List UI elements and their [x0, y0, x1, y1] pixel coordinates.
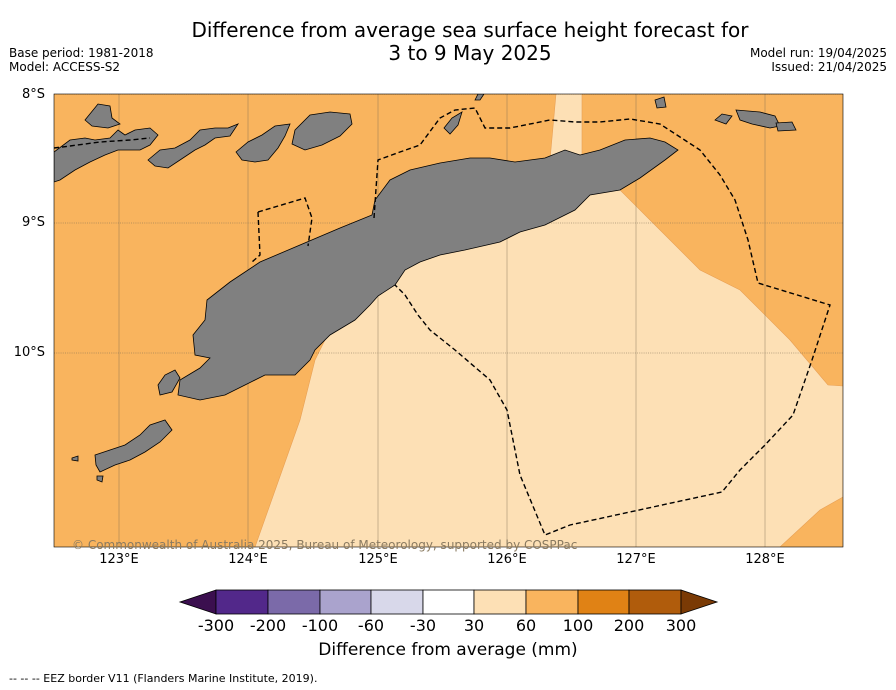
lon-label-127e: 127°E	[616, 552, 656, 567]
colorbar-tick: 100	[562, 616, 594, 635]
issued-date: Issued: 21/04/2025	[771, 60, 887, 74]
title-line-1: Difference from average sea surface heig…	[191, 18, 749, 42]
timor-island	[177, 137, 679, 401]
colorbar-tick: -30	[409, 616, 437, 635]
colorbar	[178, 589, 719, 615]
small-islet	[96, 475, 104, 483]
wetar-west-islet	[443, 111, 463, 135]
wetar-islet	[474, 94, 485, 101]
lat-label-9s: 9°S	[21, 215, 45, 230]
colorbar-swatch-over	[680, 589, 719, 615]
alor-island	[291, 111, 353, 151]
colorbar-tick: 200	[613, 616, 645, 635]
lakor-islet	[775, 121, 797, 132]
colorbar-swatch-under	[178, 589, 217, 615]
leti-islet	[714, 113, 733, 125]
semau-island	[157, 369, 181, 396]
meta-right: Model run: 19/04/2025 Issued: 21/04/2025	[750, 46, 887, 74]
kisar-islet	[654, 96, 667, 109]
colorbar-swatch-2	[267, 589, 321, 615]
colorbar-tick: -300	[197, 616, 235, 635]
lon-label-125e: 125°E	[358, 552, 398, 567]
eez-border	[54, 107, 831, 536]
ndao-islet	[71, 455, 79, 462]
flores-north-islet	[84, 103, 121, 129]
adonara-island	[147, 123, 240, 169]
colorbar-tick: 300	[665, 616, 697, 635]
colorbar-swatch-1	[215, 589, 269, 615]
colorbar-tick: -100	[301, 616, 339, 635]
colorbar-swatch-9	[628, 589, 682, 615]
rote-island	[94, 419, 173, 473]
map-frame	[53, 93, 844, 548]
lon-label-124e: 124°E	[228, 552, 268, 567]
moa-island	[735, 109, 781, 129]
copyright-notice: © Commonwealth of Australia 2025, Bureau…	[72, 538, 578, 552]
lembata-island	[235, 123, 291, 163]
colorbar-tick: 60	[515, 616, 537, 635]
colorbar-swatch-5	[422, 589, 475, 615]
model-name: Model: ACCESS-S2	[9, 60, 121, 74]
colorbar-tick: -60	[357, 616, 385, 635]
flores-island	[54, 127, 159, 183]
base-period: Base period: 1981-2018	[9, 46, 154, 60]
lon-label-128e: 128°E	[745, 552, 785, 567]
colorbar-swatch-3	[319, 589, 372, 615]
title-line-2: 3 to 9 May 2025	[388, 41, 552, 65]
colorbar-swatch-4	[370, 589, 424, 615]
meta-left: Base period: 1981-2018 Model: ACCESS-S2	[9, 46, 154, 74]
lon-label-123e: 123°E	[99, 552, 139, 567]
land-masses	[54, 94, 797, 483]
map-area	[54, 94, 843, 547]
lon-label-126e: 126°E	[487, 552, 527, 567]
lat-label-8s: 8°S	[21, 87, 45, 102]
lat-label-10s: 10°S	[13, 345, 45, 360]
eez-legend: -- -- -- EEZ border V11 (Flanders Marine…	[9, 672, 318, 685]
chart-title: Difference from average sea surface heig…	[130, 19, 810, 65]
colorbar-swatch-7	[525, 589, 579, 615]
colorbar-swatch-6	[473, 589, 527, 615]
colorbar-tick: 30	[463, 616, 485, 635]
colorbar-tick: -200	[249, 616, 287, 635]
model-run: Model run: 19/04/2025	[749, 46, 887, 60]
colorbar-swatch-8	[577, 589, 630, 615]
colorbar-title: Difference from average (mm)	[318, 640, 578, 660]
